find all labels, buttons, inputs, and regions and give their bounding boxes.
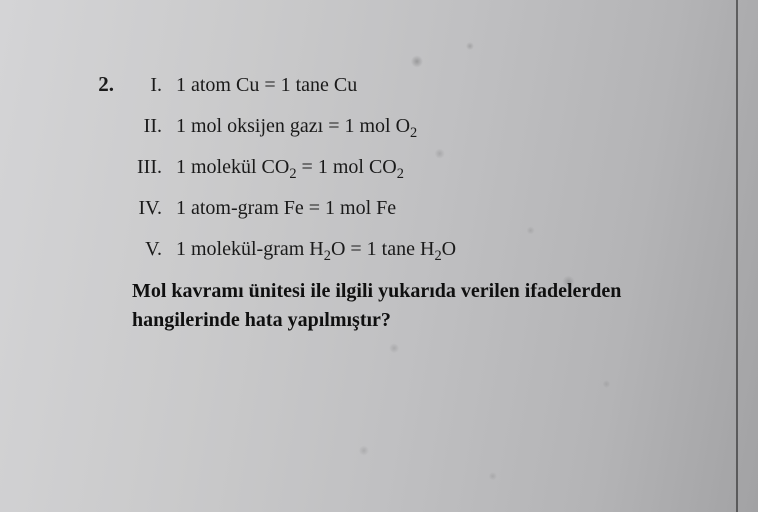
item-text: 1 molekül CO2 = 1 mol CO2 xyxy=(176,154,698,181)
roman-numeral: IV. xyxy=(132,195,162,222)
subscript: 2 xyxy=(410,125,417,141)
item-text: 1 molekül-gram H2O = 1 tane H2O xyxy=(176,236,698,263)
subscript: 2 xyxy=(324,248,331,264)
item-mid: = 1 mol CO xyxy=(297,156,397,178)
question-number: 2. xyxy=(90,72,114,335)
item-pre: 1 mol oksijen gazı = 1 mol O xyxy=(176,115,410,137)
list-item: V. 1 molekül-gram H2O = 1 tane H2O xyxy=(132,236,698,263)
item-post: O xyxy=(442,238,456,260)
list-item: IV. 1 atom-gram Fe = 1 mol Fe xyxy=(132,195,698,222)
roman-numeral: I. xyxy=(132,72,162,99)
subscript: 2 xyxy=(397,166,404,182)
scanned-page: 2. I. 1 atom Cu = 1 tane Cu II. 1 mol ok… xyxy=(0,0,758,512)
roman-numeral: III. xyxy=(132,154,162,181)
margin-rule xyxy=(736,0,738,512)
item-text: 1 atom-gram Fe = 1 mol Fe xyxy=(176,195,698,222)
roman-numeral: II. xyxy=(132,113,162,140)
roman-numeral: V. xyxy=(132,236,162,263)
list-item: II. 1 mol oksijen gazı = 1 mol O2 xyxy=(132,113,698,140)
question-prompt: Mol kavramı ünitesi ile ilgili yukarıda … xyxy=(132,277,698,335)
item-text: 1 atom Cu = 1 tane Cu xyxy=(176,72,698,99)
question-body: I. 1 atom Cu = 1 tane Cu II. 1 mol oksij… xyxy=(132,72,698,335)
list-item: III. 1 molekül CO2 = 1 mol CO2 xyxy=(132,154,698,181)
subscript: 2 xyxy=(289,166,296,182)
list-item: I. 1 atom Cu = 1 tane Cu xyxy=(132,72,698,99)
item-pre: 1 molekül-gram H xyxy=(176,238,324,260)
item-pre: 1 atom-gram Fe = 1 mol Fe xyxy=(176,197,396,219)
subscript: 2 xyxy=(434,248,441,264)
item-pre: 1 atom Cu = 1 tane Cu xyxy=(176,74,357,96)
question-block: 2. I. 1 atom Cu = 1 tane Cu II. 1 mol ok… xyxy=(90,72,698,335)
item-pre: 1 molekül CO xyxy=(176,156,289,178)
item-text: 1 mol oksijen gazı = 1 mol O2 xyxy=(176,113,698,140)
item-mid: O = 1 tane H xyxy=(331,238,434,260)
